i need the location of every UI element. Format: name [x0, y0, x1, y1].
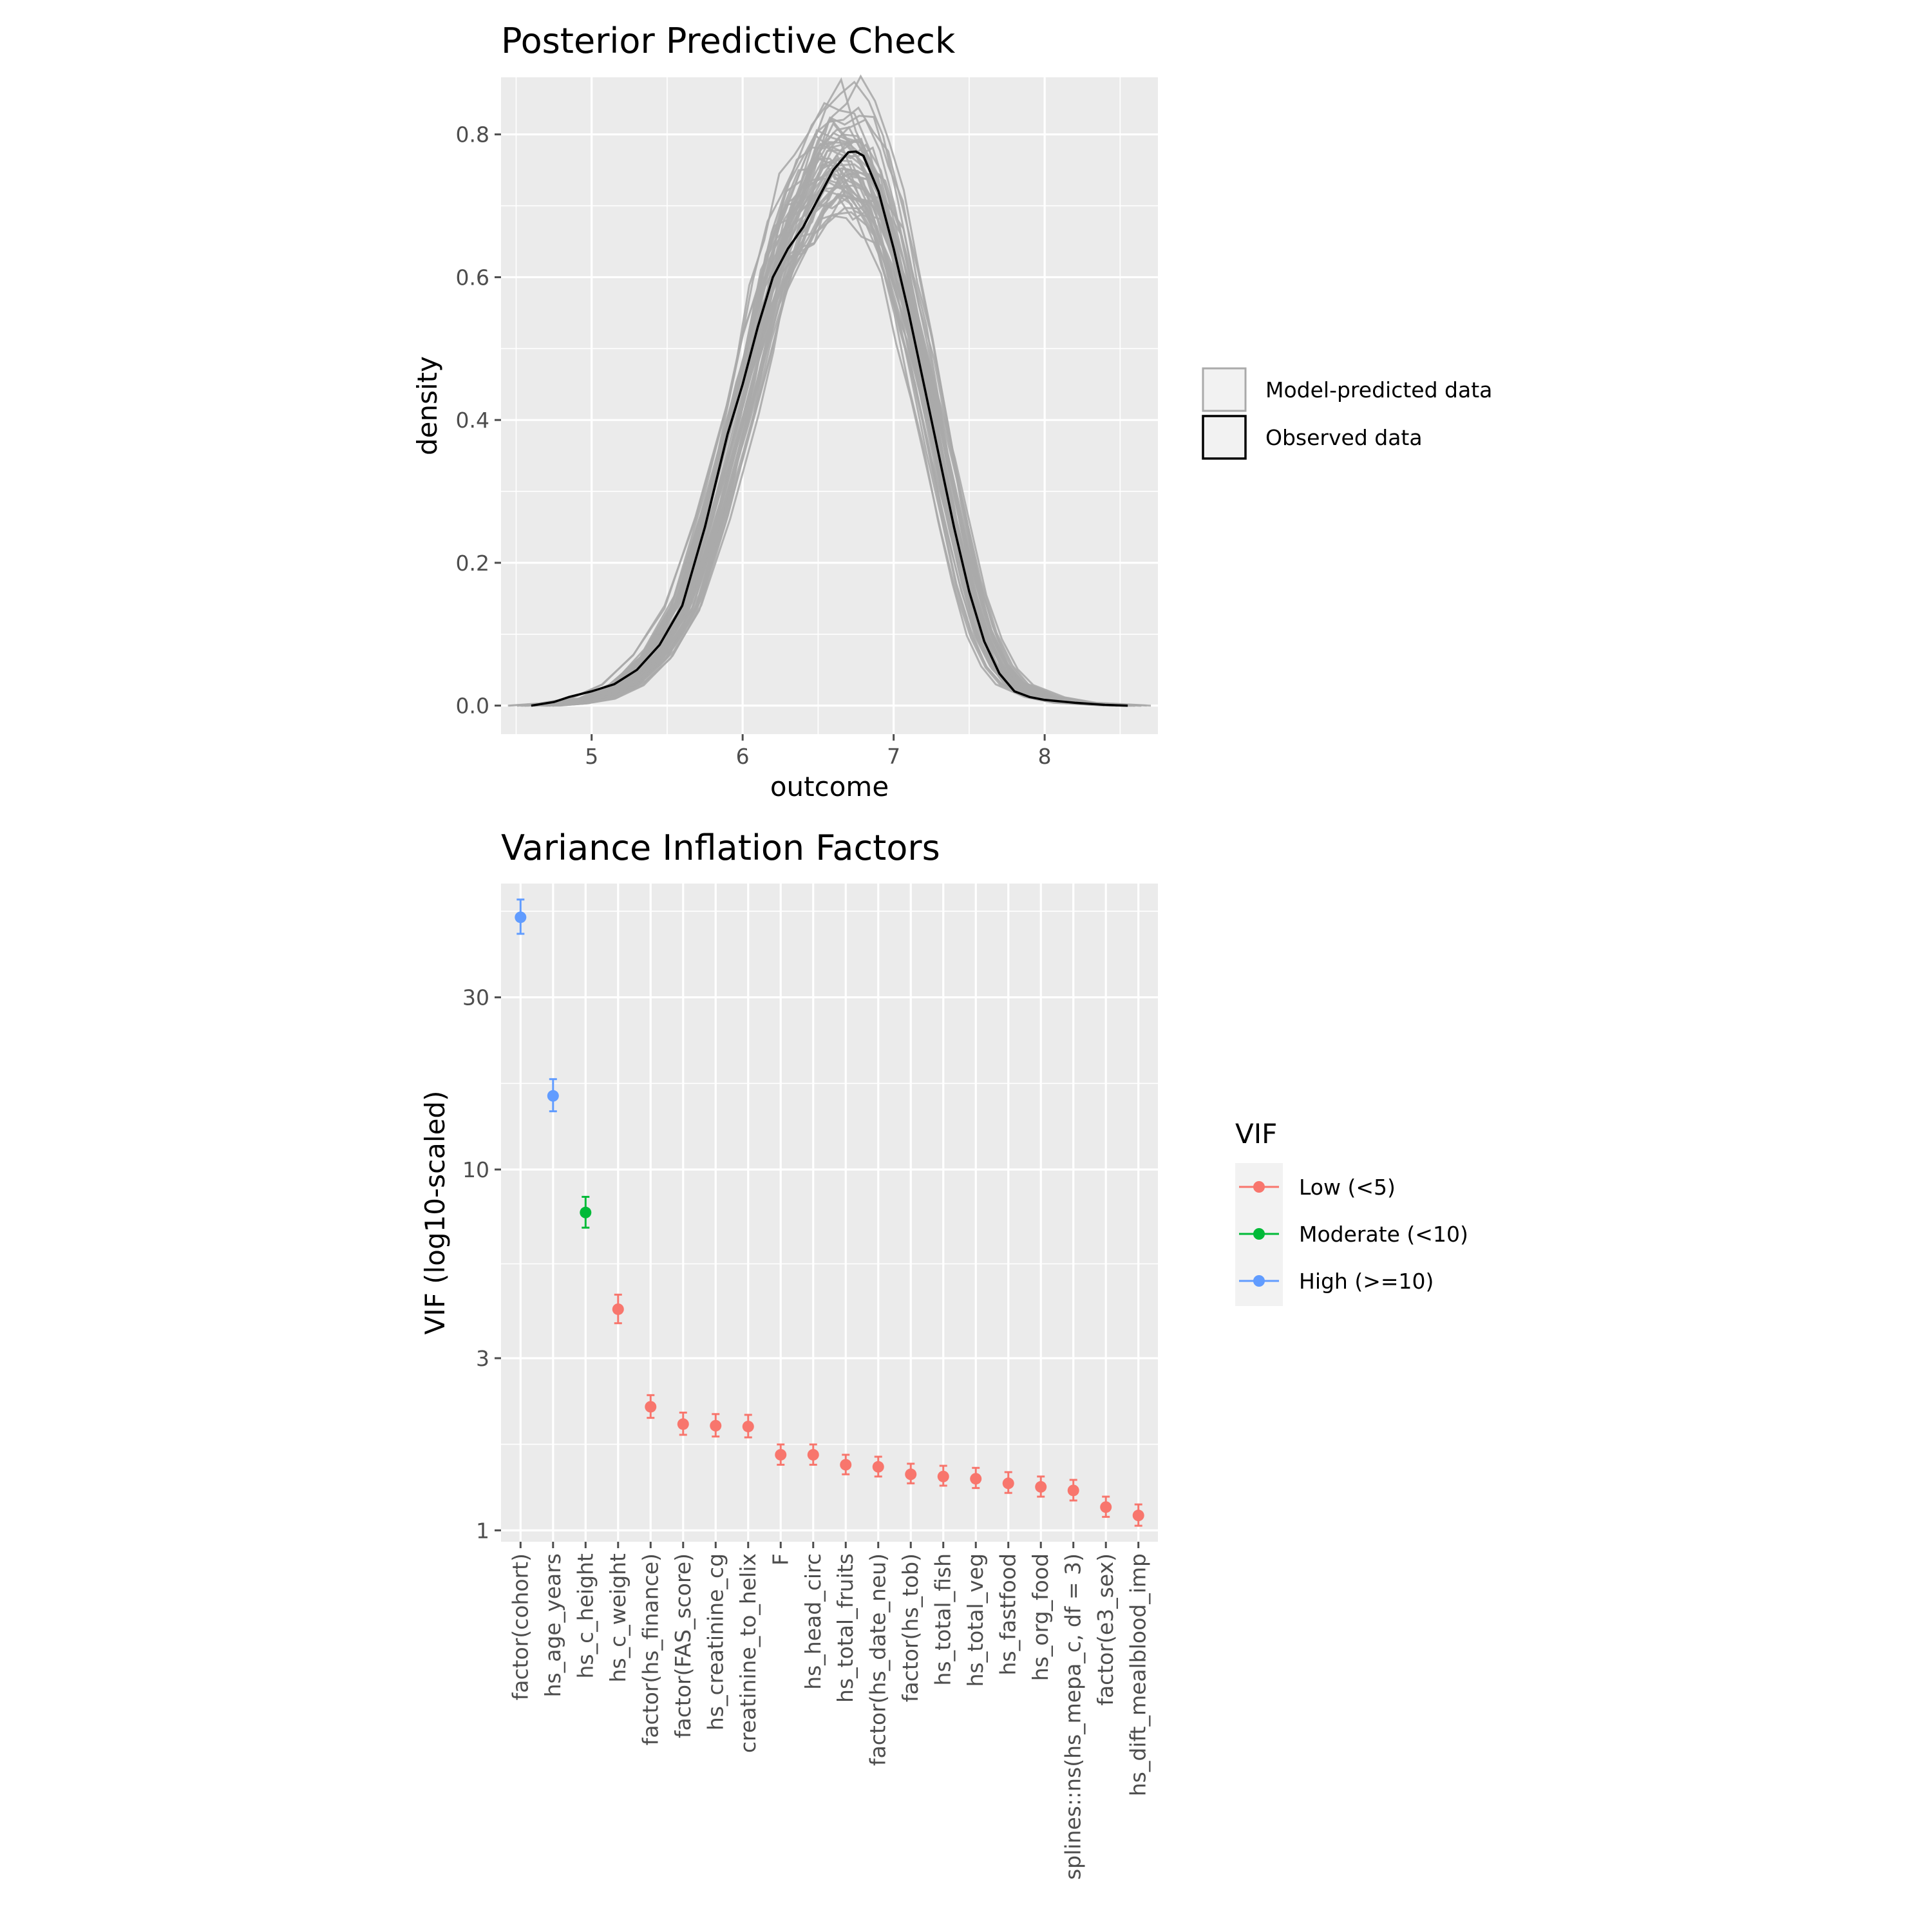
vif-x-tick-label: factor(hs_tob)	[898, 1553, 923, 1702]
vif-point	[1132, 1510, 1144, 1522]
vif-point	[1067, 1484, 1079, 1497]
vif-x-tick-label: hs_total_veg	[963, 1553, 988, 1687]
ppc-density-lines	[507, 74, 1151, 707]
ppc-predicted-line	[523, 188, 1113, 707]
ppc-predicted-line	[536, 194, 1132, 707]
vif-point	[645, 1401, 657, 1413]
ppc-predicted-line	[545, 118, 1120, 707]
vif-y-tick-label: 30	[462, 985, 489, 1010]
ppc-y-tick-label: 0.0	[456, 694, 489, 719]
legend-label-observed: Observed data	[1265, 425, 1423, 450]
vif-x-tick-label: F	[768, 1553, 793, 1566]
vif-legend-title: VIF	[1235, 1118, 1277, 1150]
vif-y-tick-label: 3	[476, 1346, 489, 1371]
vif-point	[970, 1473, 982, 1485]
vif-x-tick-label: hs_org_food	[1028, 1553, 1053, 1681]
vif-x-tick-label: factor(hs_finance)	[638, 1553, 663, 1745]
vif-x-tick-label: factor(hs_date_neu)	[866, 1553, 891, 1766]
vif-legend-key-point	[1253, 1181, 1265, 1193]
vif-point	[1035, 1481, 1047, 1493]
vif-point	[612, 1303, 624, 1315]
vif-x-tick-label: hs_head_circ	[800, 1553, 826, 1690]
vif-x-tick-label: hs_total_fruits	[833, 1553, 858, 1703]
ppc-y-tick-label: 0.2	[456, 551, 489, 576]
ppc-x-tick-label: 8	[1038, 744, 1052, 769]
vif-x-tick-label: factor(FAS_score)	[670, 1553, 696, 1738]
vif-x-axis: factor(cohort) hs_age_years hs_c_height hs_…	[507, 1542, 1151, 1880]
vif-legend-label: Moderate (<10)	[1299, 1222, 1468, 1247]
vif-y-tick-label: 1	[476, 1518, 489, 1543]
vif-x-tick-label: hs_dift_mealblood_imp	[1126, 1553, 1151, 1796]
vif-points	[515, 898, 1144, 1527]
ppc-title: Posterior Predictive Check	[501, 21, 956, 61]
vif-legend: VIF Low (<5) Moderate (<10) High (>=10)	[1235, 1118, 1468, 1306]
vif-y-axis: 1 3 10 30	[462, 985, 501, 1543]
vif-x-tick-label: hs_c_weight	[605, 1553, 630, 1683]
vif-x-tick-label: hs_total_fish	[931, 1553, 956, 1685]
vif-legend-label: High (>=10)	[1299, 1269, 1434, 1294]
vif-x-tick-label: factor(cohort)	[507, 1553, 533, 1700]
vif-y-axis-title: VIF (log10-scaled)	[419, 1091, 451, 1335]
ppc-predicted-line	[507, 153, 1127, 707]
vif-gridlines	[501, 884, 1158, 1542]
ppc-x-tick-label: 5	[585, 744, 598, 769]
vif-point	[937, 1470, 949, 1482]
ppc-x-tick-label: 6	[736, 744, 750, 769]
ppc-y-axis-title: density	[412, 356, 443, 455]
vif-point	[872, 1461, 884, 1473]
vif-point	[840, 1459, 852, 1471]
vif-legend-label: Low (<5)	[1299, 1175, 1396, 1200]
ppc-observed-line	[531, 150, 1128, 707]
legend-key-model-predicted	[1202, 367, 1247, 412]
vif-point	[1100, 1501, 1112, 1513]
vif-point	[775, 1448, 787, 1461]
ppc-y-tick-label: 0.8	[456, 122, 489, 147]
ppc-x-axis-title: outcome	[770, 771, 889, 802]
ppc-legend: Model-predicted data Observed data	[1202, 367, 1492, 460]
vif-title: Variance Inflation Factors	[501, 828, 940, 868]
vif-chart: Variance Inflation Factors 1 3 10 30 factor…	[419, 828, 1468, 1880]
ppc-chart: Posterior Predictive Check 0.00.20.40.60…	[412, 21, 1492, 802]
vif-point	[677, 1418, 689, 1430]
vif-x-tick-label: splines::ns(hs_mepa_c, df = 3)	[1061, 1553, 1086, 1880]
vif-x-tick-label: creatinine_to_helix	[735, 1553, 761, 1753]
ppc-y-tick-label: 0.4	[456, 408, 489, 433]
vif-x-tick-label: hs_fastfood	[996, 1553, 1021, 1676]
vif-x-tick-label: factor(e3_sex)	[1093, 1553, 1118, 1706]
vif-point	[515, 911, 527, 923]
ppc-predicted-line	[530, 137, 1111, 707]
ppc-y-axis: 0.0 0.2 0.4 0.6 0.8	[456, 122, 501, 719]
vif-point	[1002, 1477, 1014, 1490]
vif-point	[807, 1448, 819, 1461]
ppc-y-tick-label: 0.6	[456, 265, 489, 290]
vif-point	[742, 1421, 754, 1433]
legend-key-observed	[1202, 415, 1247, 460]
vif-legend-key-point	[1253, 1275, 1265, 1287]
vif-point	[905, 1468, 917, 1481]
vif-x-tick-label: hs_c_height	[573, 1553, 598, 1679]
vif-legend-items: Low (<5) Moderate (<10) High (>=10)	[1239, 1175, 1468, 1294]
ppc-predicted-line	[524, 157, 1142, 707]
ppc-plot-panel	[501, 77, 1158, 734]
ppc-predicted-line	[553, 146, 1128, 707]
vif-y-tick-label: 10	[462, 1157, 489, 1182]
vif-point	[547, 1090, 559, 1102]
ppc-predicted-line	[549, 179, 1132, 707]
vif-point	[710, 1419, 722, 1432]
vif-plot-panel	[501, 884, 1158, 1542]
vif-x-tick-label: hs_age_years	[540, 1553, 565, 1697]
vif-x-tick-label: hs_creatinine_cg	[703, 1553, 728, 1730]
legend-label-model-predicted: Model-predicted data	[1265, 377, 1492, 402]
ppc-predicted-line	[557, 171, 1126, 707]
vif-point	[580, 1206, 592, 1218]
ppc-x-axis: 5 6 7 8	[585, 734, 1052, 769]
ppc-x-tick-label: 7	[887, 744, 900, 769]
vif-legend-key-point	[1253, 1228, 1265, 1240]
